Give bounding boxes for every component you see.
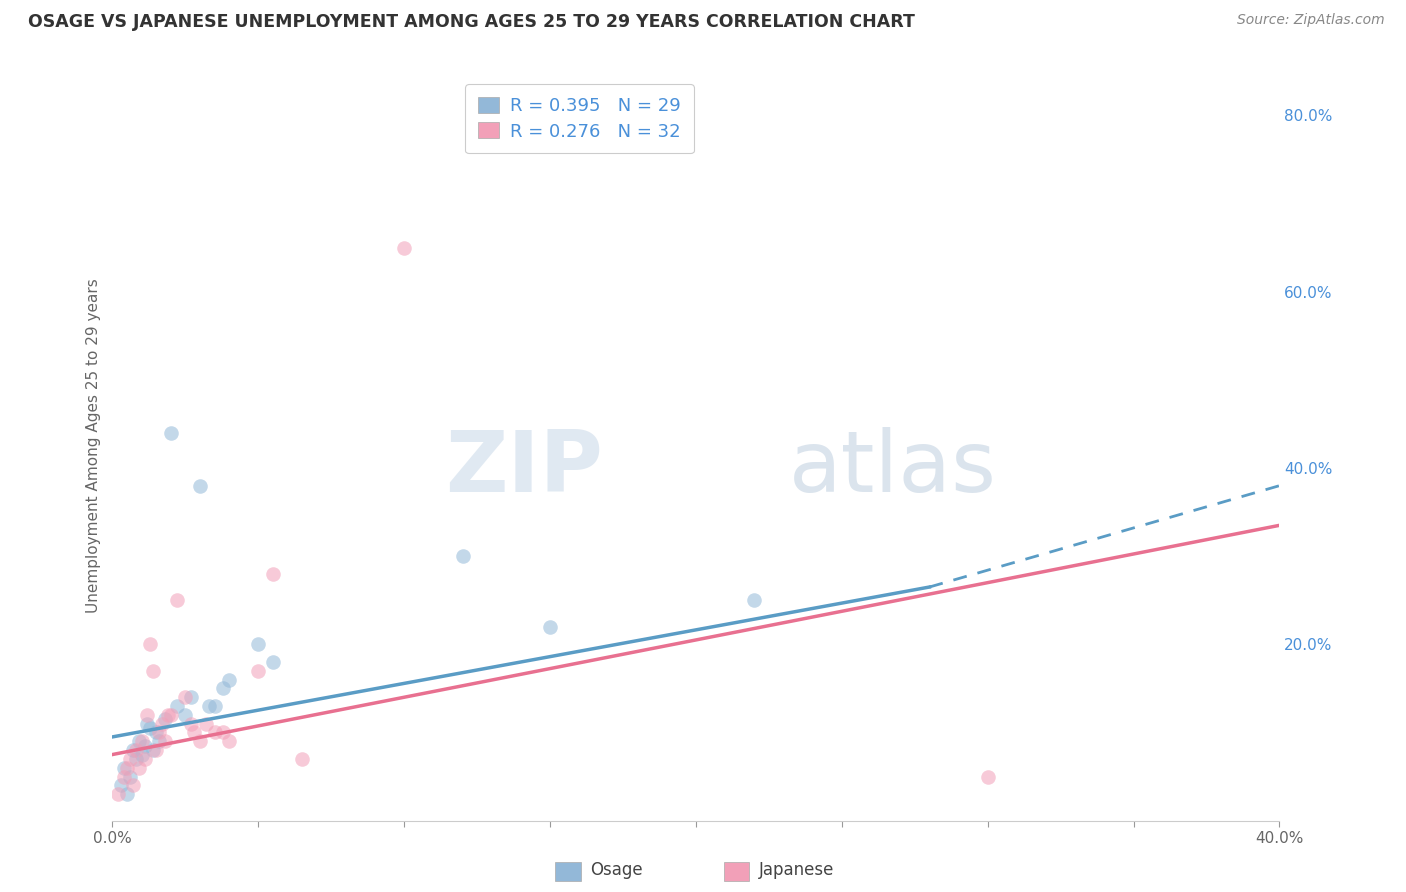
Point [112,761,135,775]
Point [134,752,156,766]
Point [136,707,159,722]
Point [107,787,129,801]
Point [976,770,998,784]
Point [160,425,183,440]
Point [174,690,197,705]
Point [262,655,284,669]
Point [166,699,188,714]
Point [156,707,179,722]
Point [153,734,176,748]
Text: ZIP: ZIP [444,427,603,510]
Point [145,725,167,739]
Point [115,787,138,801]
Point [139,721,162,735]
Point [247,637,270,651]
Point [153,712,176,726]
Point [538,620,561,634]
Text: Osage: Osage [591,861,643,879]
Point [194,716,217,731]
Point [142,664,165,678]
Point [131,747,153,762]
Point [118,752,141,766]
Point [112,770,135,784]
Point [218,673,240,687]
Point [131,734,153,748]
Point [134,739,156,753]
Point [148,734,170,748]
Point [174,707,197,722]
Point [204,725,226,739]
Point [148,725,170,739]
Point [139,637,162,651]
Point [183,725,205,739]
Point [180,716,202,731]
Point [180,690,202,705]
Point [160,707,183,722]
Point [166,593,188,607]
Point [247,664,270,678]
Point [212,681,235,696]
Point [742,593,765,607]
Point [262,566,284,581]
Text: Source: ZipAtlas.com: Source: ZipAtlas.com [1237,13,1385,28]
Point [125,743,148,757]
Point [197,699,219,714]
Point [188,734,211,748]
Point [394,241,416,255]
Point [188,478,211,492]
Text: Japanese: Japanese [759,861,835,879]
Point [110,778,132,792]
Legend: R = 0.395   N = 29, R = 0.276   N = 32: R = 0.395 N = 29, R = 0.276 N = 32 [465,84,693,153]
Point [122,778,145,792]
Point [218,734,240,748]
Point [136,716,159,731]
Point [212,725,235,739]
Point [128,761,150,775]
Point [150,716,173,731]
Point [291,752,314,766]
Y-axis label: Unemployment Among Ages 25 to 29 years: Unemployment Among Ages 25 to 29 years [86,278,101,614]
Point [145,743,167,757]
Point [115,761,138,775]
Point [118,770,141,784]
Point [125,752,148,766]
Point [128,734,150,748]
Point [122,743,145,757]
Point [204,699,226,714]
Point [451,549,474,564]
Point [142,743,165,757]
Text: OSAGE VS JAPANESE UNEMPLOYMENT AMONG AGES 25 TO 29 YEARS CORRELATION CHART: OSAGE VS JAPANESE UNEMPLOYMENT AMONG AGE… [28,13,915,31]
Text: atlas: atlas [789,427,997,510]
